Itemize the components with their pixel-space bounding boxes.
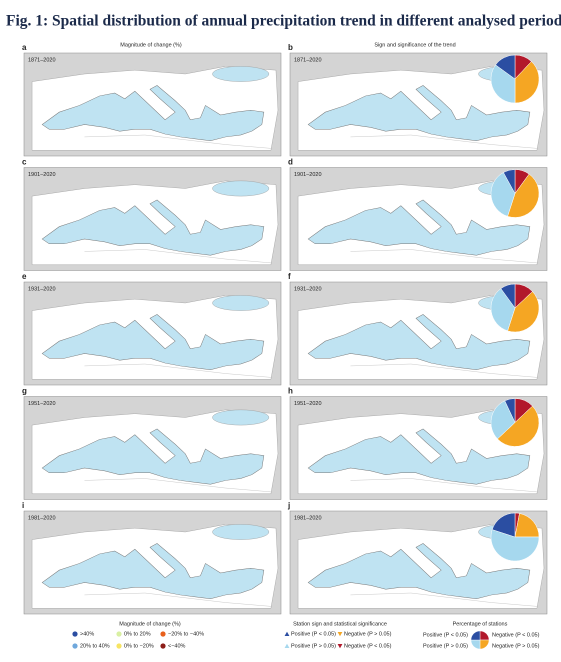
legend-swatch <box>116 631 122 637</box>
panel-letter: j <box>287 501 290 510</box>
panel-letter: b <box>288 43 293 52</box>
legend-label: Negative (P > 0.05) <box>492 643 540 649</box>
period-label: 1871–2020 <box>28 57 56 63</box>
panel-letter: c <box>22 158 27 167</box>
legend-symbol <box>337 644 343 649</box>
map <box>23 396 282 500</box>
column-header: Sign and significance of the trend <box>374 42 455 48</box>
legend: Magnitude of change (%) >40% 0% to 20% −20%… <box>72 621 540 650</box>
period-label: 1931–2020 <box>294 286 322 292</box>
pie-slice <box>490 64 516 104</box>
legend-swatch <box>160 643 166 649</box>
legend-label: Positive (P > 0.05) <box>423 643 468 649</box>
period-label: 1901–2020 <box>28 172 56 178</box>
legend-label: Negative (P < 0.05) <box>492 632 540 638</box>
pie-slice <box>495 54 516 80</box>
pie-slice <box>504 398 516 423</box>
legend-swatch <box>72 643 78 649</box>
column-header: Magnitude of change (%) <box>120 42 182 48</box>
legend-pie-slice <box>470 639 481 650</box>
period-label: 1951–2020 <box>294 401 322 407</box>
legend-pie-slice <box>479 639 490 650</box>
pie-slice <box>497 405 540 447</box>
panel-letter: f <box>288 272 291 281</box>
panels: a1871–2020b1871–2020c1901–2020d1901–2020… <box>22 43 548 615</box>
map <box>23 510 282 615</box>
pie-slice <box>491 512 516 538</box>
legend-label: Positive (P < 0.05) <box>423 632 468 638</box>
legend-label: 20% to 40% <box>80 643 110 649</box>
panel-letter: h <box>288 387 293 396</box>
map <box>23 167 282 271</box>
legend-label: <−40% <box>168 643 186 649</box>
legend-symbol <box>284 631 290 636</box>
panel-letter: a <box>22 43 27 52</box>
pie-slice <box>507 291 540 333</box>
legend-pie-slice <box>470 630 481 641</box>
legend-pie-slice <box>479 630 490 641</box>
panel-letter: i <box>22 501 24 510</box>
legend-label: >40% <box>80 631 94 637</box>
legend-label: 0% to −20% <box>124 643 154 649</box>
pie-slice <box>500 283 516 309</box>
legend-swatch <box>160 631 166 637</box>
pie-slice <box>503 169 516 194</box>
pie-slice <box>490 172 516 217</box>
legend-label: 0% to 20% <box>124 631 151 637</box>
figure-title: Fig. 1: Spatial distribution of annual p… <box>6 13 561 30</box>
panel-letter: e <box>22 272 27 281</box>
map <box>23 52 282 157</box>
pie-slice <box>514 513 540 538</box>
legend-title: Magnitude of change (%) <box>119 621 181 627</box>
legend-title: Station sign and statistical significanc… <box>293 621 387 627</box>
pie-slice <box>490 288 516 332</box>
legend-label: Positive (P > 0.05) <box>291 643 336 649</box>
legend-label: Positive (P < 0.05) <box>291 631 336 637</box>
panel-letter: d <box>288 158 293 167</box>
period-label: 1981–2020 <box>28 515 56 521</box>
period-label: 1931–2020 <box>28 286 56 292</box>
period-label: 1951–2020 <box>28 401 56 407</box>
period-label: 1901–2020 <box>294 172 322 178</box>
legend-title: Percentage of stations <box>453 621 508 627</box>
legend-label: Negative (P > 0.05) <box>344 631 392 637</box>
legend-swatch <box>116 643 122 649</box>
legend-swatch <box>72 631 78 637</box>
map <box>23 281 282 386</box>
pie-slice <box>507 173 540 218</box>
pie-slice <box>490 529 540 562</box>
period-label: 1871–2020 <box>294 57 322 63</box>
panel-letter: g <box>22 387 27 396</box>
period-label: 1981–2020 <box>294 515 322 521</box>
legend-label: −20% to −40% <box>168 631 204 637</box>
legend-symbol <box>284 643 290 648</box>
pie-slice <box>514 61 540 104</box>
legend-symbol <box>337 632 343 637</box>
legend-label: Negative (P < 0.05) <box>344 643 392 649</box>
